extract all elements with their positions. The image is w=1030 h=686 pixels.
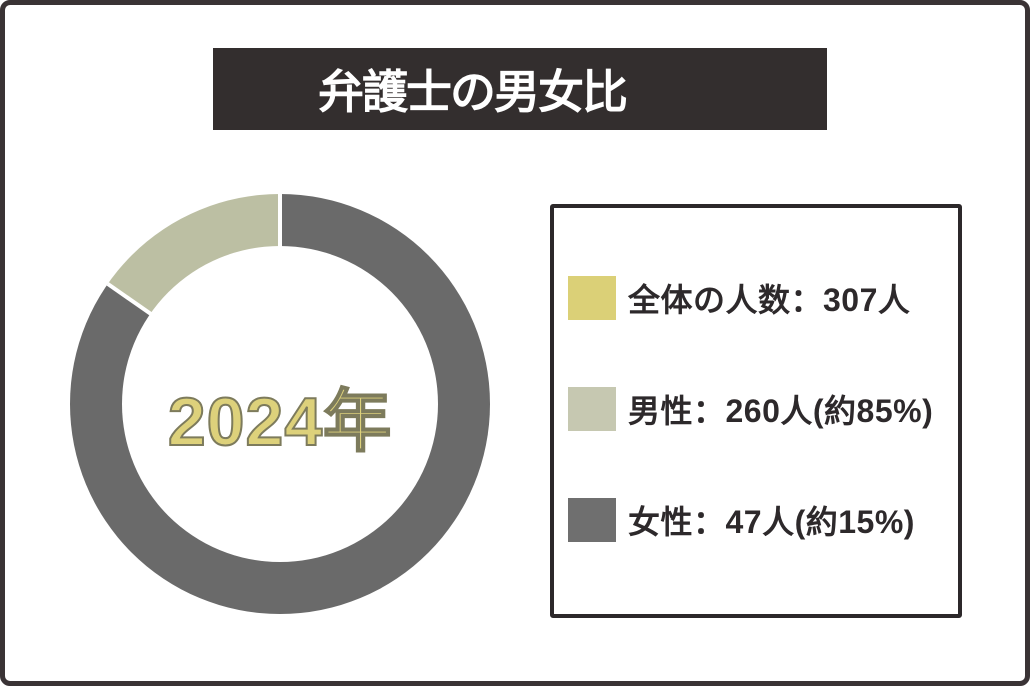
- title-banner: 弁護士の男女比: [213, 48, 827, 130]
- donut-hole: [122, 246, 438, 562]
- legend-item-male: 男性：260人(約85%): [568, 385, 958, 433]
- legend-swatch-female: [568, 498, 616, 542]
- legend-label-total: 全体の人数：307人: [628, 282, 911, 318]
- donut-chart: 2024年: [70, 194, 490, 614]
- legend-item-total: 全体の人数：307人: [568, 274, 958, 322]
- legend-label-female: 女性：47人(約15%): [628, 504, 915, 540]
- legend-label-male: 男性：260人(約85%): [628, 393, 934, 429]
- legend-item-female: 女性：47人(約15%): [568, 496, 958, 544]
- legend-swatch-total: [568, 276, 616, 320]
- page-title: 弁護士の男女比: [318, 66, 628, 118]
- legend-swatch-male: [568, 387, 616, 431]
- donut-center-year-label: 2024年: [167, 383, 393, 461]
- legend-box: 全体の人数：307人 男性：260人(約85%) 女性：47人(約15%): [550, 204, 962, 618]
